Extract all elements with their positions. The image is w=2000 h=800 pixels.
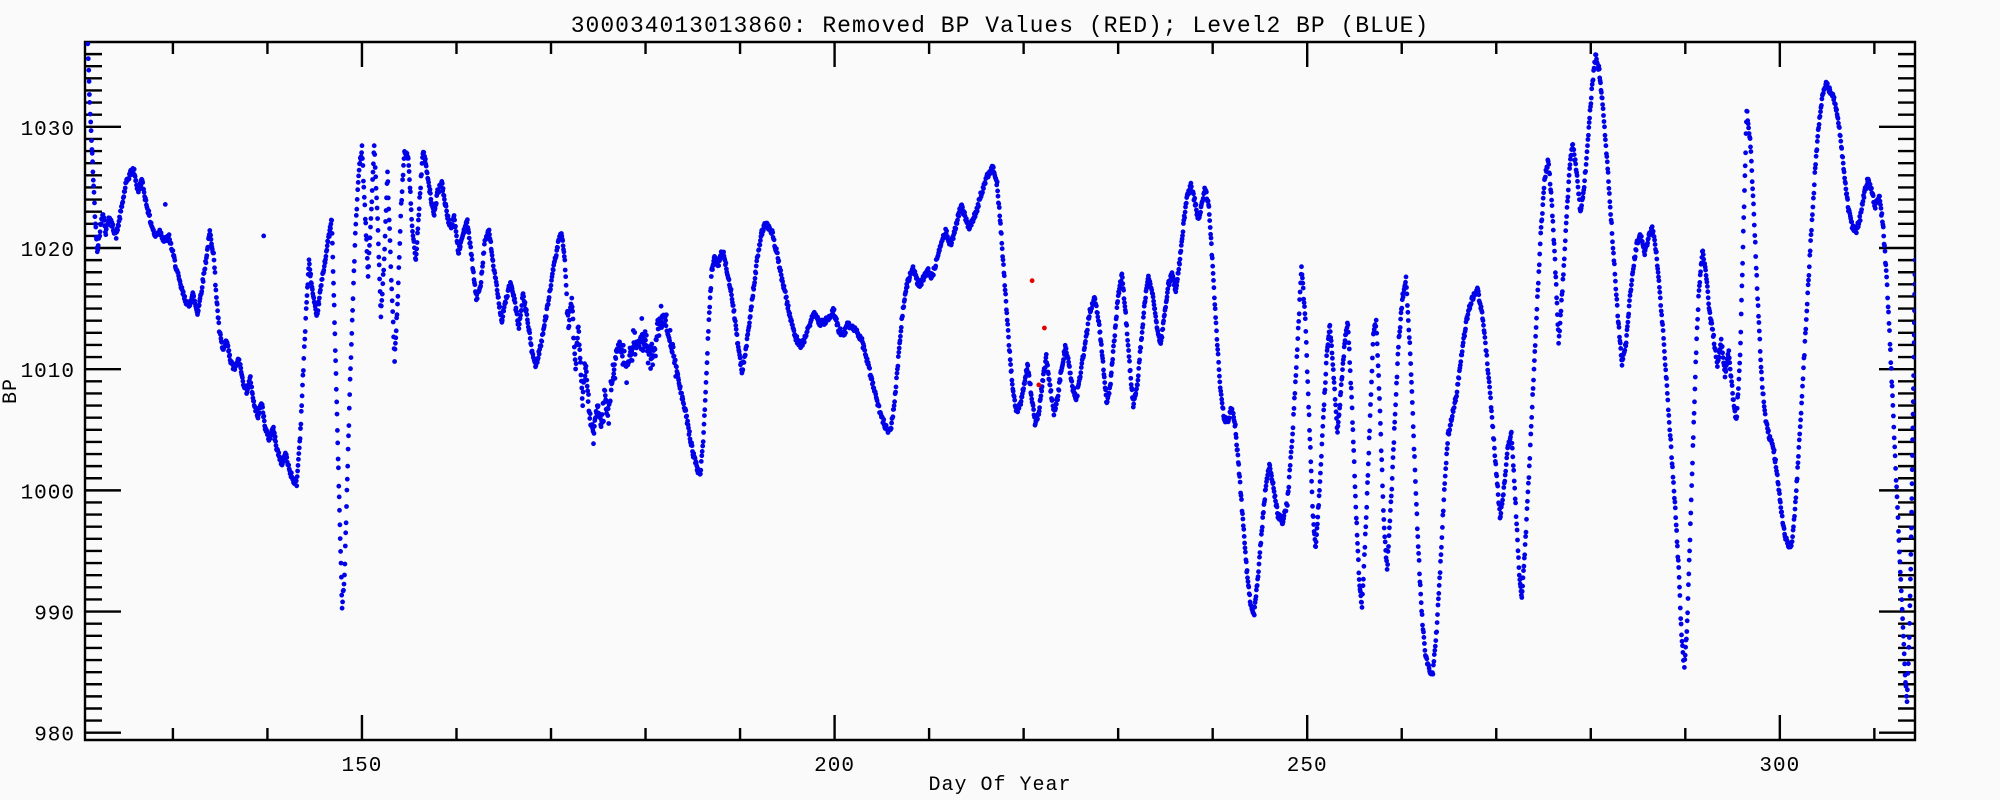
y-tick-label: 1000 (21, 482, 75, 505)
x-tick-label: 150 (342, 755, 383, 778)
axes-box (83, 40, 1917, 742)
x-axis-label: Day Of Year (928, 774, 1071, 797)
y-tick-label: 1020 (21, 240, 75, 263)
x-tick-label: 250 (1287, 755, 1328, 778)
x-tick-label: 200 (814, 755, 855, 778)
y-tick-label: 1030 (21, 119, 75, 142)
y-tick-label: 980 (34, 725, 75, 748)
y-tick-label: 1010 (21, 361, 75, 384)
tick-labels: 150 200 250 300 980 990 1000 1010 1020 1030 (21, 119, 1800, 778)
y-axis-label: BP (0, 378, 23, 404)
level2-bp-dots (85, 42, 1915, 705)
y-tick-label: 990 (34, 604, 75, 627)
x-tick-label: 300 (1759, 755, 1800, 778)
axis-ticks (83, 40, 1917, 742)
chart-title: 300034013013860: Removed BP Values (RED)… (571, 13, 1430, 39)
data-points (85, 42, 1915, 705)
